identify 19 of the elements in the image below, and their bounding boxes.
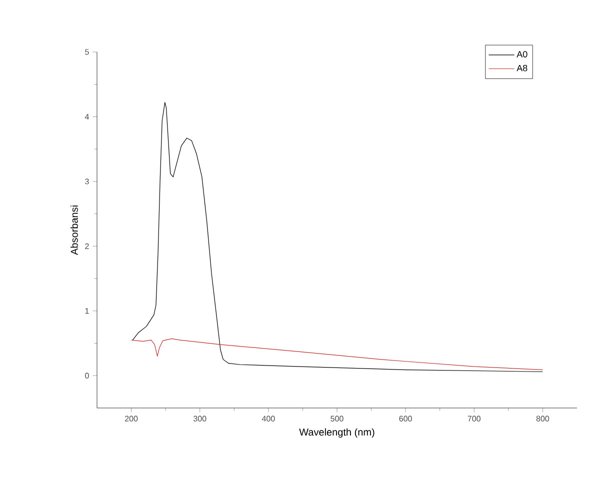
y-tick-label: 4 [84, 114, 89, 120]
y-tick-label: 1 [85, 308, 89, 314]
y-tick-label: 2 [85, 243, 89, 249]
y-axis-title: Absorbansi [70, 206, 78, 255]
legend-label: A0 [516, 51, 528, 58]
x-tick-label: 500 [330, 416, 344, 422]
x-axis-title: Wavelength (nm) [299, 428, 374, 438]
legend-label: A8 [516, 64, 528, 72]
line-series [132, 102, 544, 372]
x-tick-label: 400 [262, 416, 275, 422]
x-tick-label: 200 [125, 416, 138, 422]
x-tick-label: 800 [536, 416, 550, 422]
x-tick-label: 700 [468, 416, 480, 422]
y-tick-label: 5 [85, 49, 89, 55]
line-series [130, 338, 544, 370]
y-tick-label: 0 [85, 372, 89, 378]
x-tick-label: 600 [399, 416, 412, 422]
x-tick-label: 300 [193, 416, 206, 422]
y-tick-label: 3 [85, 178, 89, 184]
